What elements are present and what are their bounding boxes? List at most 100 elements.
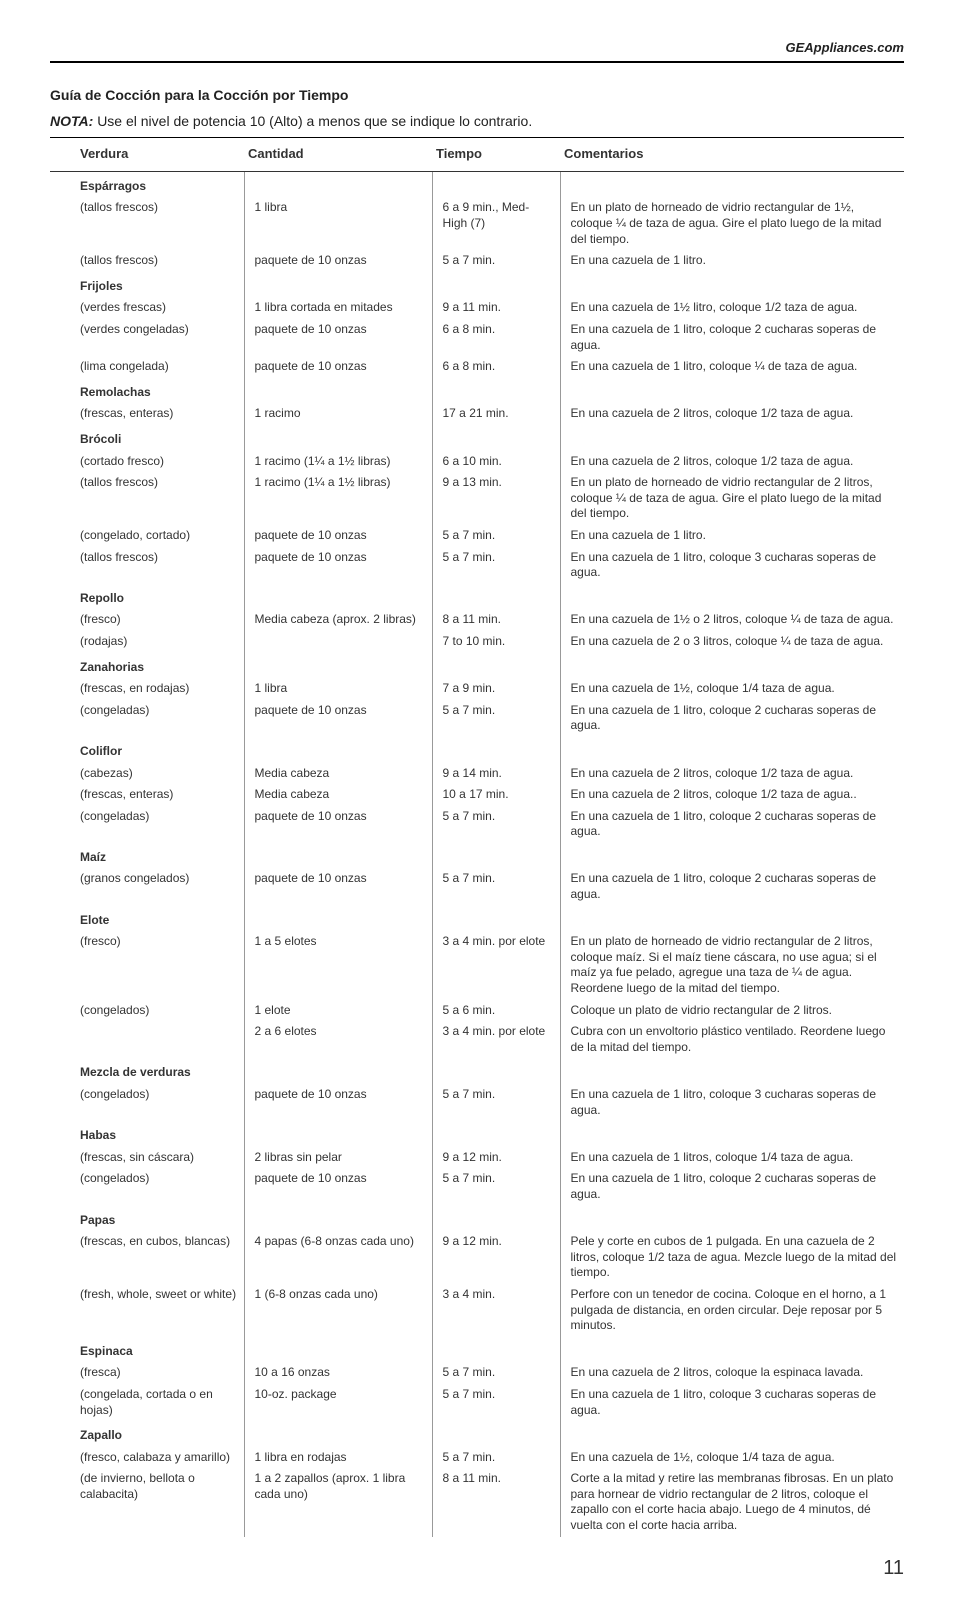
- table-row: (fresca)10 a 16 onzas5 a 7 min.En una ca…: [50, 1362, 904, 1384]
- table-row: (congelados)paquete de 10 onzas5 a 7 min…: [50, 1084, 904, 1121]
- veg-sub: (rodajas): [50, 631, 244, 653]
- veg-sub: (congeladas): [50, 700, 244, 737]
- comment-cell: En una cazuela de 1 litro, coloque 3 cuc…: [560, 547, 904, 584]
- veg-sub: (lima congelada): [50, 356, 244, 378]
- qty-cell: Media cabeza: [244, 763, 432, 785]
- qty-cell: paquete de 10 onzas: [244, 250, 432, 272]
- col-header-qty: Cantidad: [244, 138, 432, 172]
- veg-group: Maíz: [50, 847, 244, 869]
- veg-sub: (fresco, calabaza y amarillo): [50, 1447, 244, 1469]
- note-label: NOTA:: [50, 113, 93, 129]
- table-row: (de invierno, bellota o calabacita)1 a 2…: [50, 1468, 904, 1536]
- qty-cell: 1 a 5 elotes: [244, 931, 432, 999]
- qty-cell: paquete de 10 onzas: [244, 356, 432, 378]
- time-cell: 8 a 11 min.: [432, 1468, 560, 1536]
- table-row: (frescas, en rodajas)1 libra7 a 9 min.En…: [50, 678, 904, 700]
- veg-group: Espárragos: [50, 176, 244, 198]
- comment-cell: Cubra con un envoltorio plástico ventila…: [560, 1021, 904, 1058]
- qty-cell: 10 a 16 onzas: [244, 1362, 432, 1384]
- qty-cell: paquete de 10 onzas: [244, 1168, 432, 1205]
- veg-group: Brócoli: [50, 429, 244, 451]
- comment-cell: En una cazuela de 1 litro.: [560, 525, 904, 547]
- time-cell: 5 a 7 min.: [432, 1384, 560, 1421]
- time-cell: 5 a 7 min.: [432, 806, 560, 843]
- time-cell: 5 a 7 min.: [432, 700, 560, 737]
- table-row: (granos congelados)paquete de 10 onzas5 …: [50, 868, 904, 905]
- veg-group: Remolachas: [50, 382, 244, 404]
- comment-cell: En una cazuela de 1½, coloque 1/4 taza d…: [560, 678, 904, 700]
- veg-sub: (tallos frescos): [50, 547, 244, 584]
- col-header-time: Tiempo: [432, 138, 560, 172]
- time-cell: 8 a 11 min.: [432, 609, 560, 631]
- qty-cell: 1 libra: [244, 678, 432, 700]
- qty-cell: 4 papas (6-8 onzas cada uno): [244, 1231, 432, 1284]
- time-cell: 9 a 13 min.: [432, 472, 560, 525]
- veg-sub: (verdes frescas): [50, 297, 244, 319]
- veg-sub: (tallos frescos): [50, 250, 244, 272]
- note-line: NOTA: Use el nivel de potencia 10 (Alto)…: [50, 113, 904, 129]
- table-row: Habas: [50, 1125, 904, 1147]
- table-row: (verdes frescas)1 libra cortada en mitad…: [50, 297, 904, 319]
- comment-cell: En una cazuela de 1 litro, coloque 2 cuc…: [560, 319, 904, 356]
- time-cell: 7 a 9 min.: [432, 678, 560, 700]
- comment-cell: En una cazuela de 1 litros, coloque 1/4 …: [560, 1147, 904, 1169]
- table-row: (tallos frescos)1 libra6 a 9 min., Med-H…: [50, 197, 904, 250]
- time-cell: 3 a 4 min.: [432, 1284, 560, 1337]
- table-row: Elote: [50, 910, 904, 932]
- veg-group: Papas: [50, 1210, 244, 1232]
- veg-sub: (congelado, cortado): [50, 525, 244, 547]
- veg-sub: (frescas, en cubos, blancas): [50, 1231, 244, 1284]
- veg-sub: (frescas, sin cáscara): [50, 1147, 244, 1169]
- qty-cell: 1 a 2 zapallos (aprox. 1 libra cada uno): [244, 1468, 432, 1536]
- time-cell: 5 a 7 min.: [432, 525, 560, 547]
- veg-group: Zanahorias: [50, 657, 244, 679]
- table-row: Repollo: [50, 588, 904, 610]
- qty-cell: paquete de 10 onzas: [244, 525, 432, 547]
- veg-sub: (cortado fresco): [50, 451, 244, 473]
- veg-group: Frijoles: [50, 276, 244, 298]
- veg-group: Elote: [50, 910, 244, 932]
- veg-group: Habas: [50, 1125, 244, 1147]
- veg-sub: (de invierno, bellota o calabacita): [50, 1468, 244, 1536]
- table-row: (congelados)paquete de 10 onzas5 a 7 min…: [50, 1168, 904, 1205]
- table-row: Papas: [50, 1210, 904, 1232]
- comment-cell: En una cazuela de 1 litro, coloque 2 cuc…: [560, 1168, 904, 1205]
- time-cell: 6 a 9 min., Med-High (7): [432, 197, 560, 250]
- time-cell: 7 to 10 min.: [432, 631, 560, 653]
- qty-cell: 10-oz. package: [244, 1384, 432, 1421]
- table-row: (congeladas)paquete de 10 onzas5 a 7 min…: [50, 806, 904, 843]
- table-row: (tallos frescos)paquete de 10 onzas5 a 7…: [50, 250, 904, 272]
- veg-sub: (fresca): [50, 1362, 244, 1384]
- veg-sub: (granos congelados): [50, 868, 244, 905]
- comment-cell: En una cazuela de 1 litro, coloque 2 cuc…: [560, 806, 904, 843]
- comment-cell: En una cazuela de 1 litro, coloque ¼ de …: [560, 356, 904, 378]
- comment-cell: En una cazuela de 2 litros, coloque la e…: [560, 1362, 904, 1384]
- time-cell: 5 a 7 min.: [432, 1447, 560, 1469]
- time-cell: 3 a 4 min. por elote: [432, 1021, 560, 1058]
- veg-sub: (congelados): [50, 1168, 244, 1205]
- header-link: GEAppliances.com: [50, 40, 904, 63]
- comment-cell: En una cazuela de 1 litro.: [560, 250, 904, 272]
- qty-cell: paquete de 10 onzas: [244, 1084, 432, 1121]
- table-row: Frijoles: [50, 276, 904, 298]
- qty-cell: 1 racimo (1¼ a 1½ libras): [244, 451, 432, 473]
- table-row: Remolachas: [50, 382, 904, 404]
- veg-sub: (verdes congeladas): [50, 319, 244, 356]
- col-header-veg: Verdura: [50, 138, 244, 172]
- veg-sub: (frescas, enteras): [50, 784, 244, 806]
- comment-cell: En un plato de horneado de vidrio rectan…: [560, 931, 904, 999]
- time-cell: 17 a 21 min.: [432, 403, 560, 425]
- table-row: Brócoli: [50, 429, 904, 451]
- time-cell: 3 a 4 min. por elote: [432, 931, 560, 999]
- veg-sub: (congelada, cortada o en hojas): [50, 1384, 244, 1421]
- comment-cell: En una cazuela de 1½, coloque 1/4 taza d…: [560, 1447, 904, 1469]
- qty-cell: 1 elote: [244, 1000, 432, 1022]
- table-row: (tallos frescos)paquete de 10 onzas5 a 7…: [50, 547, 904, 584]
- comment-cell: Perfore con un tenedor de cocina. Coloqu…: [560, 1284, 904, 1337]
- comment-cell: En un plato de horneado de vidrio rectan…: [560, 197, 904, 250]
- time-cell: 5 a 7 min.: [432, 868, 560, 905]
- table-row: (verdes congeladas)paquete de 10 onzas6 …: [50, 319, 904, 356]
- time-cell: 6 a 10 min.: [432, 451, 560, 473]
- time-cell: 5 a 7 min.: [432, 1084, 560, 1121]
- table-row: (tallos frescos)1 racimo (1¼ a 1½ libras…: [50, 472, 904, 525]
